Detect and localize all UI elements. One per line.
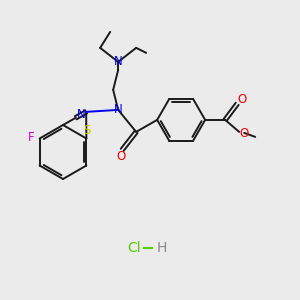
Text: O: O [116, 150, 126, 164]
Text: S: S [84, 124, 91, 137]
Text: H: H [157, 241, 167, 255]
Text: N: N [114, 56, 122, 68]
Text: Cl: Cl [127, 241, 141, 255]
Text: O: O [239, 128, 249, 140]
Text: N: N [77, 108, 86, 121]
Text: F: F [28, 131, 35, 144]
Text: N: N [114, 103, 122, 116]
Text: O: O [238, 93, 247, 106]
